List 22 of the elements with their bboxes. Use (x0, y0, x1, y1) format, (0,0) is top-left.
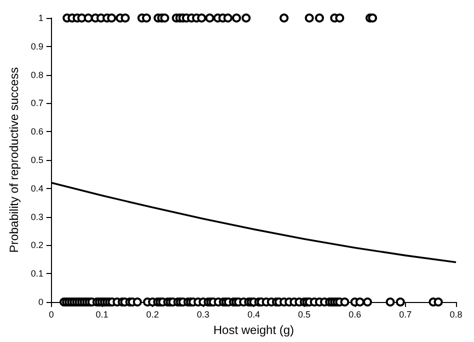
y-tick-label: 0.6 (30, 126, 44, 137)
y-tick-label: 0.9 (30, 41, 44, 52)
x-tick-label: 0.3 (196, 310, 210, 320)
y-tick-label: 1 (38, 13, 44, 23)
y-tick-label: 0.2 (30, 240, 44, 250)
x-tick-label: 0.2 (146, 310, 159, 320)
y-tick-label: 0.8 (30, 70, 44, 80)
x-tick-label: 0.5 (298, 310, 311, 320)
y-tick-label: 0 (38, 297, 44, 307)
y-tick-label: 0.4 (30, 183, 44, 194)
y-axis-title: Probability of reproductive success (7, 67, 21, 253)
y-tick-label: 0.3 (30, 212, 44, 222)
y-tick-label: 0.7 (30, 98, 44, 108)
y-tick-label: 0.1 (30, 268, 44, 279)
x-tick-label: 0.8 (450, 310, 462, 320)
x-axis-title: Host weight (g) (213, 323, 294, 337)
x-tick-label: 0.6 (348, 310, 362, 320)
x-tick-label: 0.7 (399, 310, 412, 320)
x-tick-label: 0 (48, 310, 54, 320)
x-tick-label: 0.1 (96, 310, 108, 320)
x-tick-label: 0.4 (247, 310, 260, 320)
y-tick-label: 0.5 (30, 155, 44, 165)
